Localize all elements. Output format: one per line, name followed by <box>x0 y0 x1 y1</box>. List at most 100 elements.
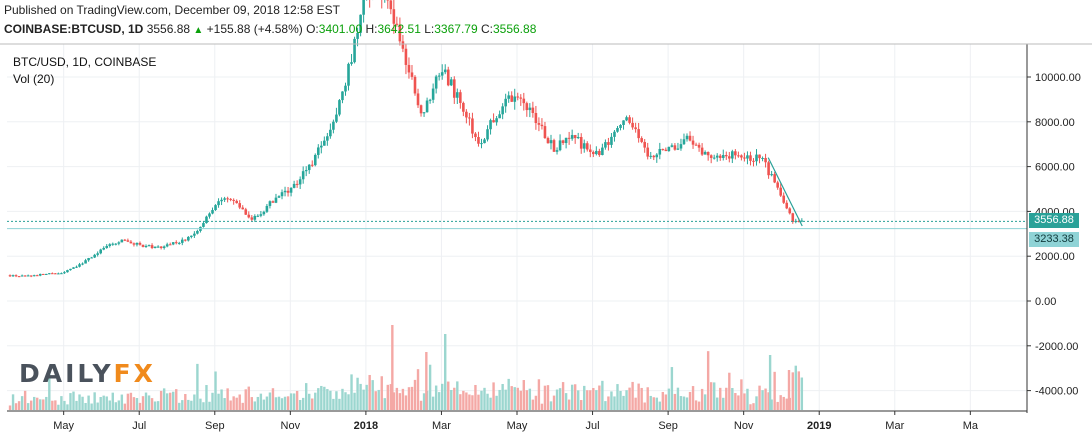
volume-bar-193 <box>592 387 595 410</box>
candle-body-112 <box>347 63 350 86</box>
candle-body-86 <box>268 201 272 206</box>
volume-bar-25 <box>84 402 87 410</box>
candle-body-111 <box>344 85 347 92</box>
candle-body-51 <box>162 246 166 248</box>
volume-bar-111 <box>344 392 347 410</box>
volume-bar-3 <box>17 401 21 410</box>
volume-bar-105 <box>326 389 329 410</box>
volume-bar-107 <box>332 398 335 410</box>
candle-body-103 <box>320 145 323 148</box>
candle-body-207 <box>634 127 637 130</box>
candle-body-50 <box>159 246 163 248</box>
volume-bar-214 <box>655 397 658 410</box>
volume-bar-243 <box>743 393 746 410</box>
volume-bar-137 <box>422 393 426 410</box>
candle-body-231 <box>706 151 710 156</box>
low-price-tag: 3233.38 <box>1029 232 1079 247</box>
candle-body-149 <box>459 92 462 103</box>
candle-body-75 <box>235 200 238 204</box>
x-tick-label-2: Sep <box>205 420 225 432</box>
candle-body-56 <box>177 242 181 244</box>
volume-bar-125 <box>386 384 389 410</box>
candle-body-90 <box>280 192 284 197</box>
candle-body-76 <box>238 203 242 208</box>
volume-bar-191 <box>586 390 589 410</box>
candle-body-110 <box>341 91 344 101</box>
volume-bar-134 <box>413 379 417 410</box>
y-tick-label-5: 0.00 <box>1035 296 1056 308</box>
candle-body-248 <box>758 154 761 159</box>
candle-body-227 <box>694 144 698 146</box>
candle-body-179 <box>549 140 553 144</box>
volume-bar-79 <box>247 386 250 410</box>
candle-body-34 <box>111 243 115 245</box>
candle-body-2 <box>14 275 18 277</box>
volume-bar-133 <box>410 386 414 410</box>
candle-body-167 <box>513 96 517 102</box>
volume-bar-251 <box>767 392 770 410</box>
candle-body-134 <box>413 76 417 94</box>
volume-bar-171 <box>525 390 529 410</box>
high-label: H: <box>365 22 378 36</box>
volume-bar-225 <box>688 391 692 410</box>
volume-bar-57 <box>181 400 184 410</box>
candle-body-173 <box>531 107 535 113</box>
candle-body-193 <box>592 151 595 155</box>
candle-body-42 <box>135 242 139 245</box>
volume-bar-242 <box>740 379 743 410</box>
candle-body-57 <box>180 239 184 243</box>
candle-body-155 <box>477 137 480 144</box>
volume-bar-145 <box>447 381 450 410</box>
x-tick-label-3: Nov <box>281 420 301 432</box>
volume-bar-118 <box>365 384 368 410</box>
volume-bar-51 <box>162 388 166 410</box>
volume-bar-128 <box>395 387 399 410</box>
volume-bar-58 <box>184 394 187 410</box>
candle-body-95 <box>295 183 299 185</box>
candle-body-187 <box>573 135 577 139</box>
candle-body-79 <box>247 214 251 218</box>
volume-bar-60 <box>190 400 193 410</box>
candle-body-139 <box>428 99 432 101</box>
volume-bar-114 <box>353 392 356 410</box>
candle-body-202 <box>619 124 622 128</box>
volume-bar-110 <box>341 388 344 410</box>
volume-bar-217 <box>664 394 668 410</box>
y-tick-label-0: 10000.00 <box>1035 72 1081 84</box>
volume-bar-56 <box>178 402 181 410</box>
volume-bar-153 <box>471 395 474 410</box>
volume-bar-131 <box>404 395 408 410</box>
volume-bar-85 <box>265 396 269 410</box>
candle-body-185 <box>567 137 571 139</box>
candle-body-55 <box>174 242 178 244</box>
volume-bar-30 <box>99 396 102 410</box>
volume-bar-190 <box>583 385 586 410</box>
volume-bar-227 <box>694 400 698 410</box>
volume-bar-223 <box>682 396 686 410</box>
candle-body-252 <box>770 174 773 176</box>
volume-bar-173 <box>531 399 535 410</box>
volume-bar-245 <box>749 404 752 410</box>
volume-bar-127 <box>392 392 396 410</box>
volume-bar-97 <box>301 397 305 410</box>
volume-bars <box>8 325 804 410</box>
volume-bar-139 <box>428 364 432 410</box>
volume-bar-4 <box>20 396 24 410</box>
volume-bar-241 <box>737 395 740 410</box>
candle-body-10 <box>38 273 42 276</box>
candle-body-216 <box>661 148 665 150</box>
volume-bar-198 <box>607 396 610 410</box>
candle-body-195 <box>598 150 601 156</box>
volume-bar-45 <box>144 392 148 410</box>
candle-body-242 <box>740 155 743 158</box>
candle-body-25 <box>84 260 87 264</box>
candle-body-258 <box>788 208 792 214</box>
volume-bar-39 <box>126 393 130 410</box>
volume-bar-7 <box>29 400 33 410</box>
volume-bar-135 <box>416 369 420 410</box>
volume-bar-9 <box>36 397 39 410</box>
candle-body-249 <box>761 157 764 159</box>
volume-bar-46 <box>147 395 151 410</box>
volume-bar-149 <box>459 394 462 410</box>
